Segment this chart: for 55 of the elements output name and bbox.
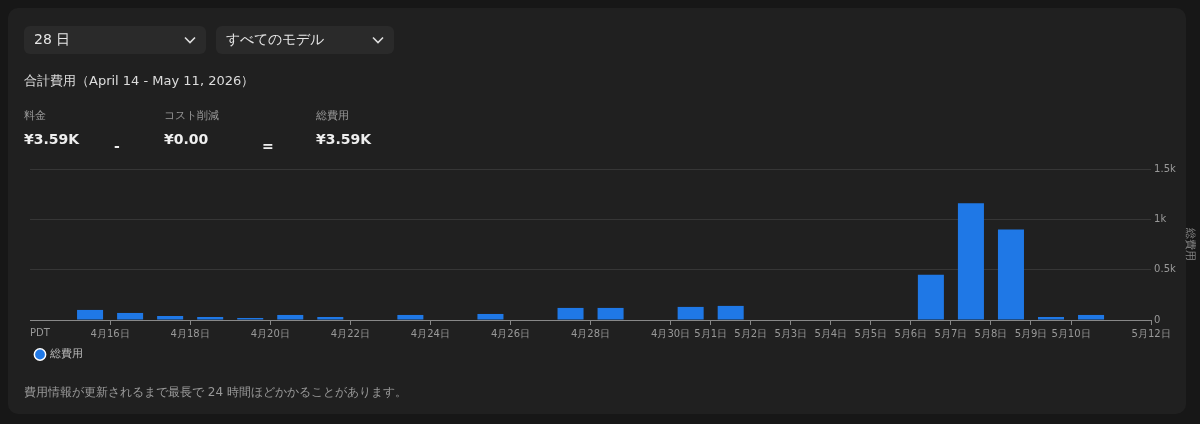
- text: ¥3.59K: [24, 131, 80, 147]
- x-tick-label: 5月6日: [894, 327, 928, 339]
- y-axis-title: 総費用: [1183, 227, 1197, 261]
- bar: [117, 312, 144, 320]
- bar: [477, 313, 504, 320]
- x-tick-label: 4月18日: [170, 327, 210, 339]
- bar: [317, 316, 344, 320]
- bar: [917, 274, 944, 320]
- bar: [397, 314, 424, 320]
- x-tick-label: 5月1日: [694, 327, 728, 339]
- bar: [677, 306, 704, 320]
- bar: [717, 305, 744, 320]
- text: ¥0.00: [164, 131, 209, 147]
- y-tick-label: 1k: [1154, 212, 1167, 224]
- bar: [277, 314, 304, 320]
- text: -: [114, 138, 120, 154]
- bar: [597, 307, 624, 320]
- x-tick-label: 5月7日: [934, 327, 968, 339]
- y-tick-label: 1.5k: [1154, 162, 1177, 174]
- x-tick-label: 4月16日: [90, 327, 130, 339]
- text: ¥3.59K: [316, 131, 373, 147]
- chart-title: 合計費用（April 14 - May 11, 2026）: [24, 72, 255, 90]
- y-tick-label: 0: [1154, 313, 1161, 325]
- x-tick-label: 5月3日: [774, 327, 808, 339]
- legend-label: 総費用: [48, 347, 83, 361]
- x-tick-label: 4月28日: [571, 327, 611, 339]
- text: すべてのモデル: [226, 31, 324, 49]
- x-tick-label: 5月9日: [1014, 327, 1048, 339]
- bar: [77, 309, 104, 320]
- bar: [1037, 316, 1065, 320]
- text: コスト削減: [164, 108, 220, 123]
- x-tick-label: 4月26日: [490, 327, 531, 339]
- x-tick-label: 5月5日: [854, 327, 888, 339]
- x-tick-label: 5月12日: [1131, 327, 1171, 339]
- bar: [197, 316, 224, 320]
- text: 総費用: [316, 108, 350, 123]
- text: 費用情報が更新されるまで最長で 24 時間ほどかかることがあります。: [24, 384, 407, 401]
- x-tick-label: 4月20日: [250, 327, 290, 339]
- x-tick-label: 4月24日: [410, 327, 450, 339]
- x-tick-label: 5月8日: [974, 327, 1008, 339]
- x-tick-label: 5月2日: [734, 327, 768, 339]
- x-tick-label: 5月10日: [1051, 327, 1091, 339]
- bar: [1078, 314, 1105, 320]
- y-tick-label: 0.5k: [1154, 263, 1177, 275]
- text: 28 日: [34, 31, 71, 49]
- bar: [157, 315, 184, 320]
- bar: [997, 229, 1024, 320]
- text: =: [262, 138, 274, 154]
- x-tick-label: 4月30日: [651, 327, 691, 339]
- bar: [957, 203, 984, 320]
- text: 料金: [24, 109, 46, 122]
- text: PDT: [30, 326, 51, 338]
- x-tick-label: 5月4日: [814, 327, 848, 339]
- x-tick-label: 4月22日: [330, 327, 370, 339]
- bar: [557, 307, 584, 320]
